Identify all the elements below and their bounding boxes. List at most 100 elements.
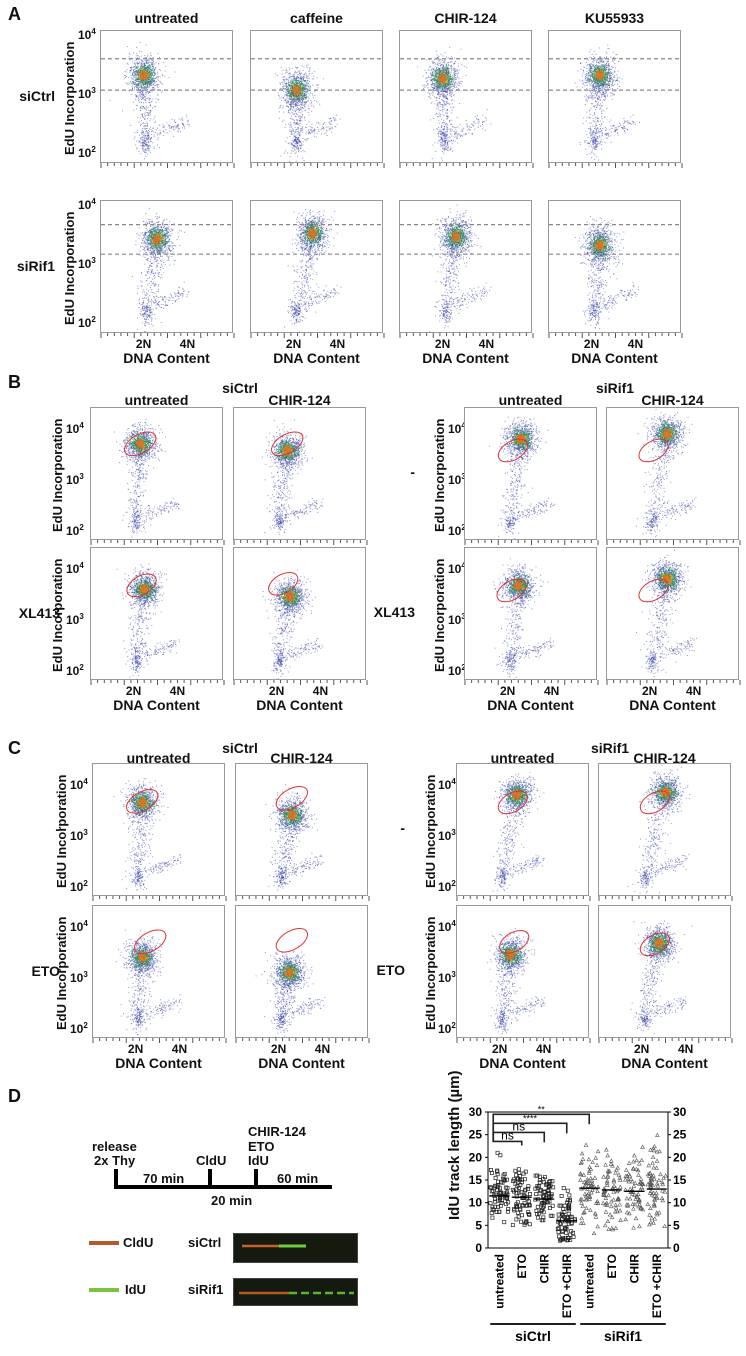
group-label-sirif1: siRif1 xyxy=(570,740,650,756)
data-point-triangle xyxy=(578,1172,584,1177)
data-point-triangle xyxy=(580,1203,586,1209)
y-tick-label-right: 10 xyxy=(673,1196,687,1210)
x-tick-label-4n: 4N xyxy=(172,1042,187,1056)
data-point-triangle xyxy=(582,1191,588,1196)
data-point-triangle xyxy=(649,1215,655,1220)
data-point-square xyxy=(495,1172,500,1177)
y-axis-label: EdU Incorporation xyxy=(423,917,438,1030)
y-tick-label: 103 xyxy=(438,970,456,985)
data-point-triangle xyxy=(601,1174,606,1179)
data-point-triangle xyxy=(658,1171,663,1177)
data-point-triangle xyxy=(651,1193,657,1198)
column-title: untreated xyxy=(90,392,223,408)
data-point-square xyxy=(516,1167,521,1172)
data-point-square xyxy=(541,1210,546,1215)
data-point-square xyxy=(541,1215,546,1220)
data-point-triangle xyxy=(587,1196,592,1201)
data-point-square xyxy=(566,1198,571,1202)
data-point-square xyxy=(527,1202,532,1207)
x-axis-label: DNA Content xyxy=(233,697,366,713)
data-point-triangle xyxy=(611,1183,617,1188)
flow-plot xyxy=(233,547,368,685)
data-point-triangle xyxy=(627,1211,632,1216)
y-tick-label: 103 xyxy=(66,472,84,487)
column-title: untreated xyxy=(464,392,597,408)
row-label: siRif1 xyxy=(0,258,55,274)
interval-70min: 70 min xyxy=(143,1171,184,1186)
data-point-triangle xyxy=(611,1177,617,1182)
data-point-triangle xyxy=(661,1175,666,1180)
data-point-triangle xyxy=(581,1172,587,1177)
x-tick-label-4n: 4N xyxy=(315,1042,330,1056)
y-axis-label: EdU Incorporation xyxy=(54,775,69,888)
data-point-triangle xyxy=(590,1159,595,1165)
data-point-square xyxy=(523,1188,527,1193)
x-tick-label-4n: 4N xyxy=(479,337,494,351)
category-label: CHIR xyxy=(627,1254,641,1284)
data-point-triangle xyxy=(591,1230,597,1236)
data-point-triangle xyxy=(595,1188,600,1194)
y-tick-label: 104 xyxy=(448,561,466,576)
y-axis-label: EdU Incorporation xyxy=(54,917,69,1030)
data-point-triangle xyxy=(651,1148,657,1153)
data-point-triangle xyxy=(608,1161,614,1166)
y-tick-label: 103 xyxy=(438,828,456,843)
data-point-triangle xyxy=(631,1225,636,1230)
y-tick-label: 104 xyxy=(66,561,84,576)
data-point-triangle xyxy=(630,1201,636,1206)
fiber-label-sictrl: siCtrl xyxy=(188,1235,221,1250)
y-tick-label-right: 20 xyxy=(673,1150,687,1164)
timeline-axis xyxy=(114,1169,332,1189)
data-point-square xyxy=(537,1174,542,1179)
data-point-triangle xyxy=(578,1197,583,1202)
x-tick-label-4n: 4N xyxy=(678,1042,693,1056)
data-point-square xyxy=(489,1211,494,1216)
data-point-square xyxy=(571,1234,576,1239)
significance-bracket xyxy=(492,1113,591,1142)
x-tick-label-2n: 2N xyxy=(492,1042,507,1056)
data-point-triangle xyxy=(645,1201,651,1206)
data-point-triangle xyxy=(639,1184,645,1190)
data-point-square xyxy=(527,1212,532,1217)
data-point-square xyxy=(496,1183,501,1188)
data-point-triangle xyxy=(651,1203,657,1208)
data-point-triangle xyxy=(647,1212,652,1217)
legend-label-idu: IdU xyxy=(125,1282,146,1297)
data-point-triangle xyxy=(647,1190,653,1195)
data-point-triangle xyxy=(634,1194,640,1199)
flow-plot xyxy=(90,547,225,685)
category-label: ETO xyxy=(605,1254,619,1278)
data-point-square xyxy=(490,1206,495,1211)
data-point-square xyxy=(515,1210,520,1215)
data-point-triangle xyxy=(585,1192,590,1197)
data-point-triangle xyxy=(605,1173,611,1178)
data-point-triangle xyxy=(604,1147,609,1152)
data-point-triangle xyxy=(625,1202,631,1207)
y-tick-label: 15 xyxy=(469,1173,483,1187)
flow-plot xyxy=(100,200,235,338)
data-point-triangle xyxy=(582,1209,587,1215)
data-point-triangle xyxy=(584,1205,589,1210)
data-point-triangle xyxy=(631,1206,636,1211)
data-point-triangle xyxy=(614,1167,619,1172)
data-point-square xyxy=(549,1193,554,1198)
data-point-triangle xyxy=(588,1166,594,1171)
data-point-triangle xyxy=(634,1166,639,1172)
data-point-triangle xyxy=(605,1178,610,1183)
data-point-square xyxy=(535,1173,540,1178)
data-point-triangle xyxy=(627,1186,633,1191)
data-point-square xyxy=(544,1196,548,1201)
flow-plot xyxy=(235,905,370,1043)
data-point-triangle xyxy=(648,1205,653,1210)
data-point-triangle xyxy=(645,1181,651,1187)
flow-plot xyxy=(598,905,733,1043)
data-point-square xyxy=(557,1203,562,1208)
data-point-square xyxy=(502,1178,507,1183)
x-axis-label: DNA Content xyxy=(464,697,597,713)
y-tick-label: 103 xyxy=(66,612,84,627)
data-point-triangle xyxy=(654,1165,659,1170)
data-point-triangle xyxy=(585,1180,591,1185)
data-point-square xyxy=(505,1190,509,1195)
data-point-triangle xyxy=(622,1177,628,1182)
data-point-square xyxy=(504,1177,509,1182)
